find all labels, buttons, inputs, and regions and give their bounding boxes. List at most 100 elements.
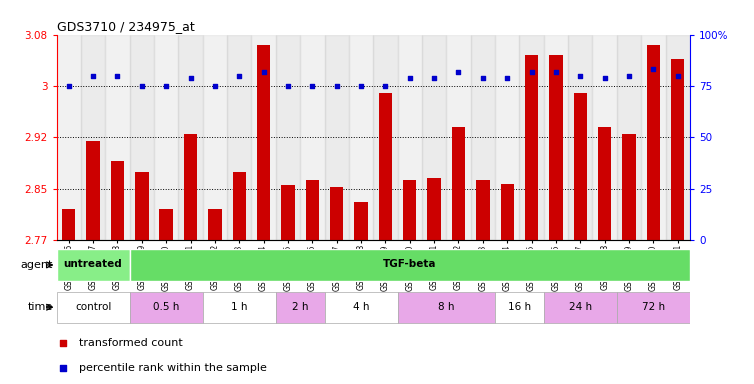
Text: percentile rank within the sample: percentile rank within the sample	[78, 362, 267, 373]
Point	[599, 74, 611, 81]
Text: 1 h: 1 h	[231, 301, 247, 311]
Text: 24 h: 24 h	[569, 301, 592, 311]
Bar	[403, 180, 416, 240]
Bar	[300, 35, 324, 240]
Bar	[373, 35, 397, 240]
Bar	[501, 184, 514, 240]
Bar	[62, 209, 75, 240]
Point	[185, 74, 197, 81]
Bar	[470, 35, 495, 240]
Bar	[208, 209, 222, 240]
Point	[672, 73, 684, 79]
Point	[209, 83, 221, 89]
Bar	[135, 172, 149, 240]
Text: 8 h: 8 h	[438, 301, 455, 311]
Bar	[81, 35, 106, 240]
Bar	[397, 35, 422, 240]
Bar	[106, 35, 130, 240]
Point	[258, 68, 270, 74]
Bar	[232, 172, 246, 240]
Text: 4 h: 4 h	[353, 301, 369, 311]
Bar	[276, 35, 300, 240]
Bar	[593, 35, 617, 240]
Point	[57, 365, 69, 371]
Bar	[160, 209, 173, 240]
Bar	[349, 35, 373, 240]
Text: untreated: untreated	[64, 259, 122, 269]
Point	[57, 340, 69, 346]
Point	[282, 83, 294, 89]
Bar	[525, 55, 538, 240]
Point	[233, 73, 245, 79]
Point	[136, 83, 148, 89]
Bar	[617, 35, 641, 240]
Bar	[544, 292, 617, 323]
Bar	[647, 45, 660, 240]
Bar	[354, 202, 368, 240]
Bar	[57, 35, 81, 240]
Text: TGF-beta: TGF-beta	[383, 259, 437, 269]
Point	[501, 74, 513, 81]
Bar	[257, 45, 271, 240]
Bar	[379, 93, 392, 240]
Bar	[666, 35, 690, 240]
Bar	[549, 55, 562, 240]
Point	[526, 68, 538, 74]
Point	[550, 68, 562, 74]
Bar	[184, 134, 198, 240]
Point	[160, 83, 172, 89]
Text: 2 h: 2 h	[292, 301, 308, 311]
Bar	[477, 180, 489, 240]
Point	[648, 66, 660, 73]
Bar	[57, 250, 130, 280]
Bar	[544, 35, 568, 240]
Bar	[130, 292, 203, 323]
Bar	[330, 187, 343, 240]
Bar	[446, 35, 470, 240]
Point	[477, 74, 489, 81]
Bar	[276, 292, 324, 323]
Bar	[422, 35, 446, 240]
Point	[306, 83, 318, 89]
Bar	[324, 35, 349, 240]
Text: control: control	[75, 301, 112, 311]
Text: 16 h: 16 h	[508, 301, 531, 311]
Bar	[154, 35, 179, 240]
Bar	[130, 250, 690, 280]
Text: 0.5 h: 0.5 h	[153, 301, 179, 311]
Point	[355, 83, 367, 89]
Bar	[111, 161, 124, 240]
Bar	[574, 93, 587, 240]
Text: 72 h: 72 h	[642, 301, 665, 311]
Bar	[130, 35, 154, 240]
Bar	[305, 180, 319, 240]
Bar	[87, 141, 100, 240]
Bar	[617, 292, 690, 323]
Point	[452, 68, 464, 74]
Bar	[452, 127, 465, 240]
Bar	[227, 35, 251, 240]
Bar	[203, 292, 276, 323]
Point	[331, 83, 343, 89]
Bar	[203, 35, 227, 240]
Bar	[428, 178, 441, 240]
Bar	[57, 292, 130, 323]
Bar	[324, 292, 397, 323]
Bar	[520, 35, 544, 240]
Bar	[251, 35, 276, 240]
Bar	[598, 127, 611, 240]
Point	[63, 83, 75, 89]
Text: transformed count: transformed count	[78, 338, 182, 348]
Point	[623, 73, 635, 79]
Bar	[568, 35, 593, 240]
Bar	[671, 58, 685, 240]
Text: agent: agent	[20, 260, 53, 270]
Point	[379, 83, 391, 89]
Text: GDS3710 / 234975_at: GDS3710 / 234975_at	[57, 20, 195, 33]
Text: time: time	[28, 302, 53, 312]
Bar	[397, 292, 495, 323]
Point	[575, 73, 587, 79]
Bar	[641, 35, 666, 240]
Bar	[622, 134, 636, 240]
Bar	[179, 35, 203, 240]
